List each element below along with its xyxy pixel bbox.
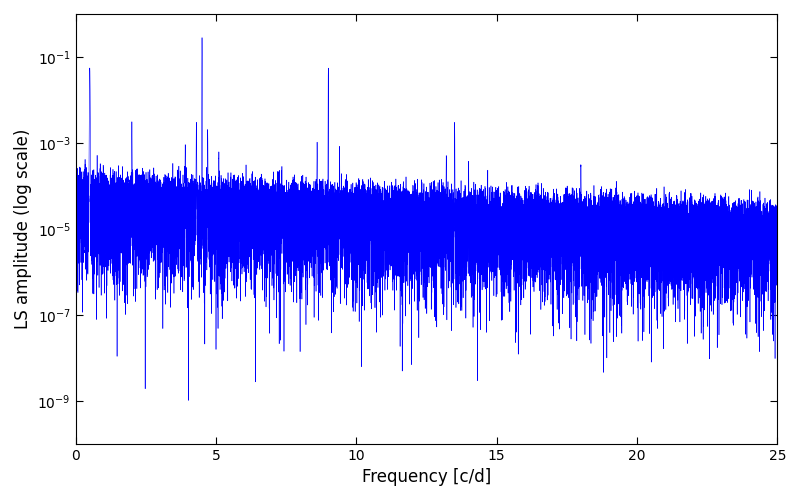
Y-axis label: LS amplitude (log scale): LS amplitude (log scale) (14, 128, 32, 329)
X-axis label: Frequency [c/d]: Frequency [c/d] (362, 468, 491, 486)
